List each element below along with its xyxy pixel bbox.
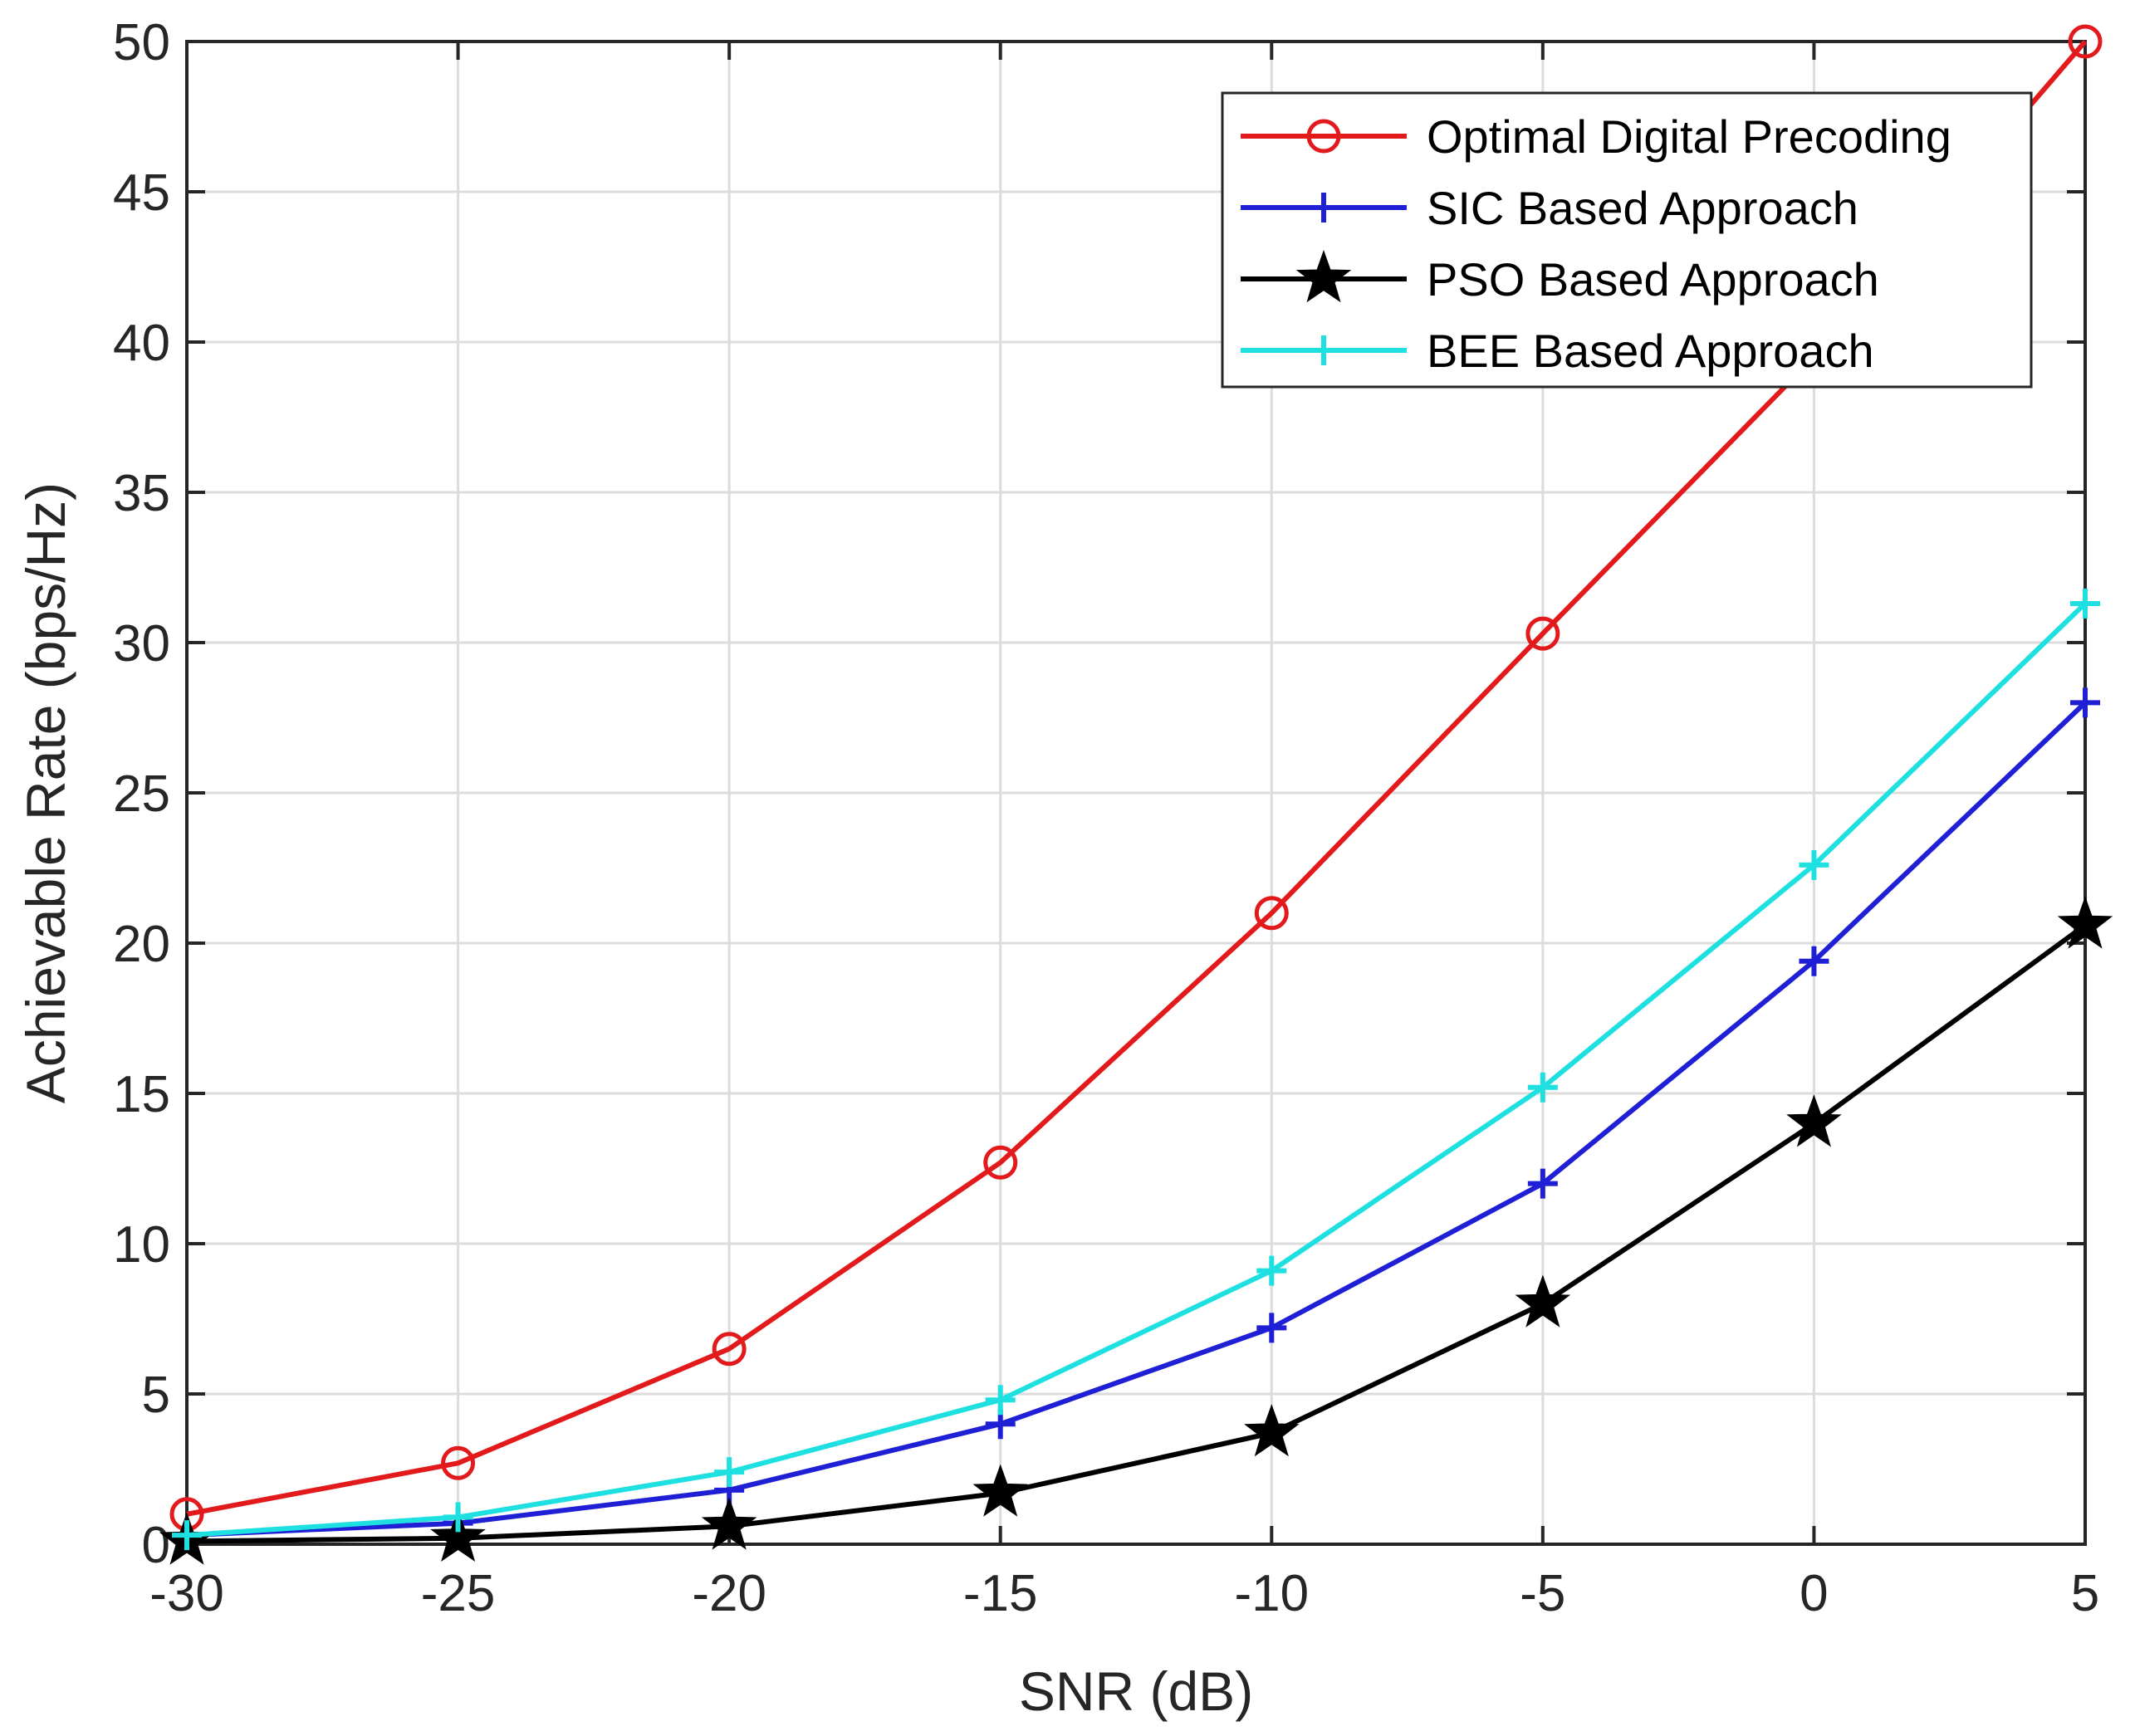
data-point: [983, 1145, 1018, 1180]
y-tick-label: 45: [113, 164, 170, 222]
legend-entry-pso-based-approach: PSO Based Approach: [1241, 249, 1879, 306]
data-point: [972, 1464, 1028, 1517]
y-tick-label: 25: [113, 765, 170, 823]
series-line: [186, 922, 2087, 1544]
legend: Optimal Digital Precoding SIC Based Appro…: [1221, 91, 2033, 389]
data-point: [2070, 588, 2100, 619]
data-point: [1527, 1168, 1558, 1199]
x-tick-label: 0: [1800, 1565, 1828, 1622]
data-point: [1256, 1255, 1287, 1286]
y-tick-label: 35: [113, 465, 170, 522]
x-tick-label: -15: [963, 1565, 1038, 1622]
series-bee-based-approach: [172, 588, 2100, 1551]
data-point: [1244, 1404, 1300, 1457]
series-line: [186, 40, 2088, 1517]
series-line: [186, 701, 2088, 1538]
x-tick-label: -25: [421, 1565, 496, 1622]
y-tick-label: 40: [113, 315, 170, 372]
data-point: [1256, 1313, 1287, 1343]
data-point: [1515, 1274, 1571, 1328]
legend-entry-optimal-digital-precoding: Optimal Digital Precoding: [1241, 110, 1951, 163]
y-tick-label: 30: [113, 615, 170, 672]
series-group: [159, 24, 2113, 1565]
data-point: [2070, 687, 2100, 718]
series-line: [186, 601, 2088, 1538]
data-point: [1799, 946, 1829, 976]
y-tick-label: 50: [113, 14, 170, 71]
x-tick-label: -5: [1520, 1565, 1565, 1622]
y-tick-label: 20: [113, 916, 170, 973]
legend-marker: [1309, 193, 1339, 223]
data-point: [701, 1497, 757, 1550]
data-point: [443, 1502, 473, 1533]
y-tick-label: 15: [113, 1066, 170, 1123]
data-point: [430, 1509, 486, 1562]
legend-marker: [1306, 119, 1341, 154]
data-point: [172, 1520, 202, 1551]
y-tick-label: 0: [142, 1517, 170, 1574]
data-point: [1527, 1072, 1558, 1103]
data-point: [2057, 896, 2113, 949]
data-point: [712, 1332, 747, 1367]
legend-marker: [1309, 335, 1339, 365]
legend-label: BEE Based Approach: [1427, 325, 1874, 377]
data-point: [441, 1445, 476, 1480]
data-point: [714, 1457, 745, 1488]
data-point: [1254, 896, 1289, 931]
x-tick-label: -10: [1234, 1565, 1309, 1622]
y-tick-label: 10: [113, 1216, 170, 1274]
data-point: [1786, 1094, 1842, 1147]
data-point: [985, 1385, 1016, 1416]
x-tick-label: 5: [2071, 1565, 2099, 1622]
legend-label: Optimal Digital Precoding: [1427, 110, 1951, 163]
y-axis-label: Achievable Rate (bps/Hz): [15, 482, 76, 1103]
x-tick-label: -20: [692, 1565, 766, 1622]
x-tick-label: -30: [149, 1565, 224, 1622]
x-axis-label: SNR (dB): [1019, 1660, 1253, 1722]
legend-label: PSO Based Approach: [1427, 253, 1879, 306]
legend-entry-bee-based-approach: BEE Based Approach: [1241, 325, 1874, 377]
legend-marker: [1295, 249, 1352, 303]
data-point: [1799, 849, 1829, 880]
legend-label: SIC Based Approach: [1427, 182, 1858, 234]
legend-entry-sic-based-approach: SIC Based Approach: [1241, 182, 1858, 234]
data-point: [2068, 24, 2103, 59]
legend-box: [1221, 91, 2033, 389]
y-tick-label: 5: [142, 1367, 170, 1424]
data-point: [1525, 616, 1560, 651]
